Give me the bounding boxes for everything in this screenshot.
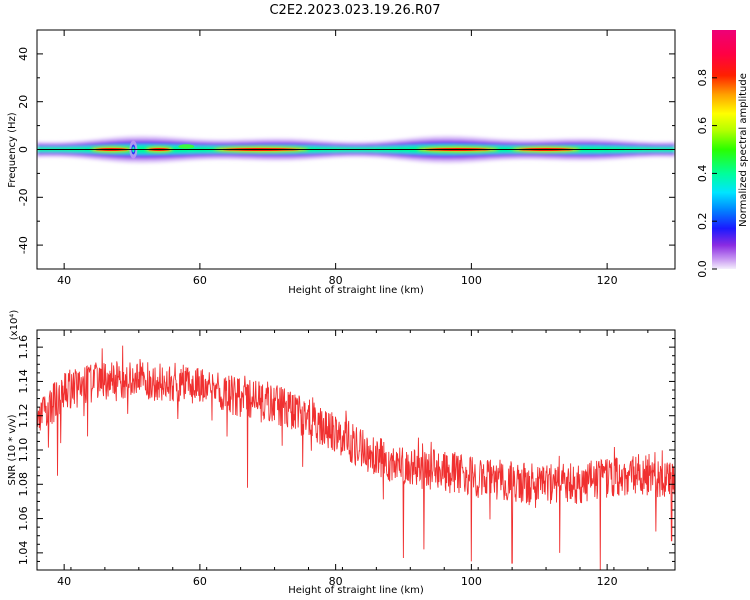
colorbar-label: Normalized spectral amplitude <box>738 73 749 227</box>
spectral-band-features <box>91 140 580 159</box>
snr-y-multiplier: (x10⁴) <box>9 310 20 341</box>
spectrogram-x-tick-label: 100 <box>461 274 482 287</box>
colorbar: 0.0 0.2 0.4 0.6 0.8 Normalized spectral ampl… <box>696 30 749 278</box>
snr-y-tick-label: 1.16 <box>17 335 30 360</box>
snr-y-ticks: 1.04 1.06 1.08 1.10 1.12 1.14 1.16 <box>17 329 675 571</box>
spectrogram-y-ticks: 40 20 0 -20 -40 <box>17 29 675 270</box>
snr-y-tick-label: 1.10 <box>17 438 30 463</box>
snr-y-tick-label: 1.12 <box>17 403 30 428</box>
snr-y-tick-label: 1.08 <box>17 472 30 497</box>
colorbar-tick-label: 0.4 <box>696 165 709 183</box>
spectrogram-x-tick-label: 40 <box>57 274 71 287</box>
spectrogram-x-ticks: 40 60 80 100 120 <box>57 30 618 287</box>
snr-panel: 40 60 80 100 120 1.04 1.06 1.08 1.10 1.12 1.14 1.1… <box>7 310 676 596</box>
snr-y-tick-label: 1.14 <box>17 369 30 394</box>
snr-x-tick-label: 120 <box>597 575 618 588</box>
snr-x-label: Height of straight line (km) <box>288 585 424 596</box>
spectrogram-y-tick-label: 20 <box>17 95 30 109</box>
figure-title: C2E2.2023.023.19.26.R07 <box>269 3 440 18</box>
spectrogram-x-tick-label: 80 <box>329 274 343 287</box>
spectrogram-x-tick-label: 60 <box>193 274 207 287</box>
colorbar-tick-label: 0.6 <box>696 117 709 135</box>
spectrogram-y-tick-label: -40 <box>17 236 30 254</box>
spectral-band-blob <box>178 144 195 149</box>
spectrogram-y-tick-label: -20 <box>17 188 30 206</box>
snr-x-tick-label: 60 <box>193 575 207 588</box>
snr-x-tick-label: 100 <box>461 575 482 588</box>
colorbar-tick-label: 0.8 <box>696 69 709 87</box>
spectrogram-x-label: Height of straight line (km) <box>288 285 424 296</box>
snr-x-tick-label: 80 <box>329 575 343 588</box>
spectrogram-y-tick-label: 0 <box>17 146 30 153</box>
snr-series-line <box>37 345 675 570</box>
spectrogram-x-tick-label: 120 <box>597 274 618 287</box>
snr-y-tick-label: 1.06 <box>17 506 30 531</box>
colorbar-gradient <box>712 30 736 269</box>
spectrogram-panel: 40 60 80 100 120 40 20 0 -20 -40 Height of strai… <box>7 29 676 296</box>
colorbar-tick-label: 0.2 <box>696 212 709 230</box>
snr-y-label: SNR (10 * v/v) <box>7 414 18 485</box>
colorbar-ticks: 0.0 0.2 0.4 0.6 0.8 <box>696 69 717 278</box>
spectrogram-y-label: Frequency (Hz) <box>7 112 18 188</box>
snr-y-tick-label: 1.04 <box>17 541 30 566</box>
spectrogram-y-tick-label: 40 <box>17 47 30 61</box>
snr-x-tick-label: 40 <box>57 575 71 588</box>
colorbar-tick-label: 0.0 <box>696 260 709 278</box>
